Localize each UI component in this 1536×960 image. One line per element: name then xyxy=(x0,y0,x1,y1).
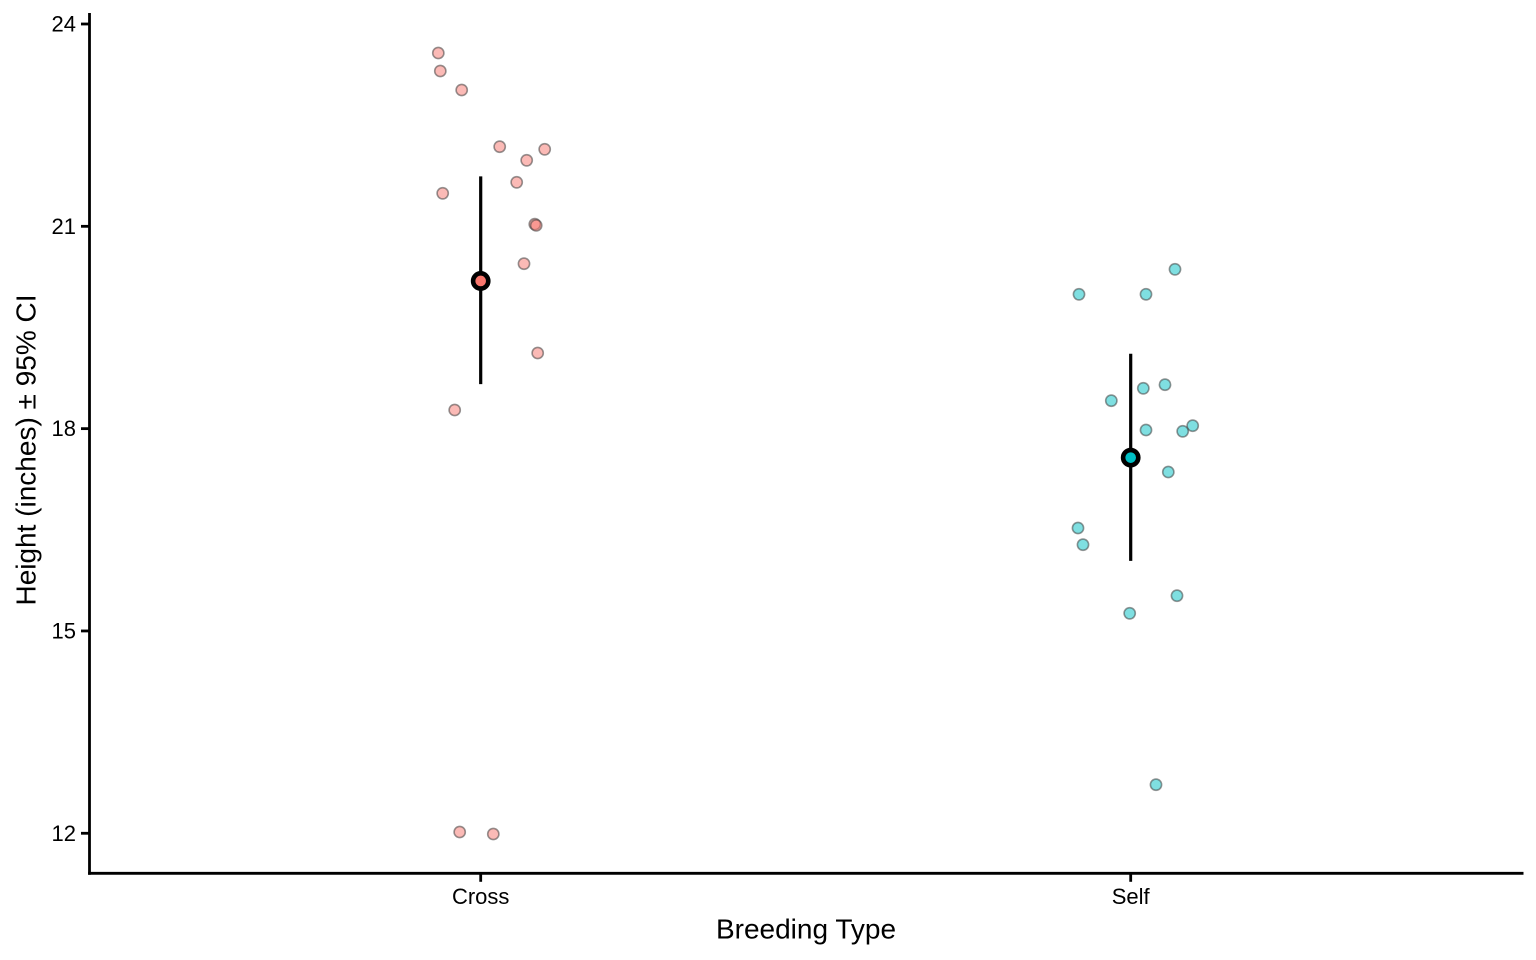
y-axis-ticks: 24 21 18 15 12 xyxy=(52,12,89,846)
mean-point-self xyxy=(1120,447,1141,468)
y-axis-title: Height (inches) ± 95% CI xyxy=(11,294,42,605)
y-tick-label: 18 xyxy=(52,416,76,441)
x-tick-label-cross: Cross xyxy=(452,884,509,909)
data-point-self xyxy=(1139,287,1153,301)
data-point-self xyxy=(1149,778,1163,792)
data-point-cross xyxy=(531,346,545,360)
data-point-self xyxy=(1186,419,1200,433)
data-point-self xyxy=(1071,521,1085,535)
data-points-layer xyxy=(431,46,1200,841)
data-point-cross xyxy=(455,83,469,97)
data-point-self xyxy=(1158,378,1172,392)
data-point-self xyxy=(1161,465,1175,479)
data-point-cross xyxy=(453,825,467,839)
data-point-cross xyxy=(486,827,500,841)
data-point-self xyxy=(1104,394,1118,408)
data-point-self xyxy=(1072,287,1086,301)
y-tick-label: 15 xyxy=(52,618,76,643)
data-point-cross xyxy=(517,257,531,271)
data-point-cross xyxy=(538,142,552,156)
data-point-cross xyxy=(433,64,447,78)
x-axis-ticks: Cross Self xyxy=(452,874,1151,909)
data-point-self xyxy=(1168,262,1182,276)
y-tick-label: 12 xyxy=(52,821,76,846)
mean-point-cross xyxy=(470,271,491,291)
data-point-self xyxy=(1076,538,1090,552)
data-point-cross xyxy=(448,403,462,417)
data-point-cross xyxy=(436,186,450,200)
x-axis-title: Breeding Type xyxy=(716,914,896,945)
y-tick-label: 21 xyxy=(52,214,76,239)
data-point-cross xyxy=(520,153,534,167)
x-tick-label-self: Self xyxy=(1112,884,1151,909)
data-point-cross xyxy=(493,140,507,154)
data-point-self xyxy=(1136,381,1150,395)
data-point-cross xyxy=(510,175,524,189)
data-point-self xyxy=(1170,589,1184,603)
data-point-cross xyxy=(431,46,445,60)
data-point-self xyxy=(1176,424,1190,438)
data-point-cross xyxy=(529,218,543,232)
data-point-self xyxy=(1139,423,1153,437)
mean-ci-layer xyxy=(470,176,1141,561)
data-point-self xyxy=(1123,606,1137,620)
y-tick-label: 24 xyxy=(52,12,76,37)
